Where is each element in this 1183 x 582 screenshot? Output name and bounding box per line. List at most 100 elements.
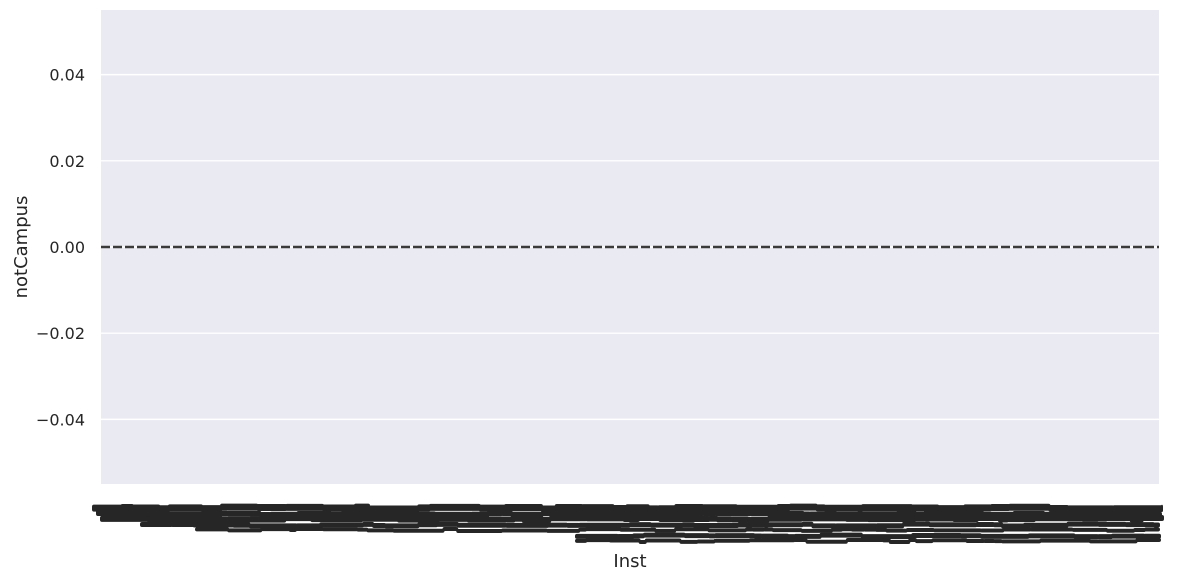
- x-tick-label-smudge: [744, 527, 754, 532]
- x-tick-label-smudge: [288, 527, 297, 532]
- x-tick-label-smudge: [976, 515, 1000, 522]
- x-tick-label-smudge: [541, 510, 589, 517]
- x-tick-label-smudge: [575, 533, 619, 539]
- x-tick-label-smudge: [1135, 538, 1161, 543]
- x-tick-label-smudge: [937, 505, 966, 513]
- x-tick-label-smudge: [928, 522, 978, 528]
- x-tick-label-smudge: [800, 528, 833, 533]
- x-tick-label-smudge: [1105, 528, 1136, 533]
- x-tick-label-smudge: [372, 522, 387, 528]
- x-tick-label-smudge: [505, 522, 550, 528]
- x-tick-label-smudge: [990, 503, 1011, 511]
- x-tick-label-smudge: [845, 515, 869, 522]
- x-tick-label-smudge: [260, 527, 291, 532]
- x-tick-label-smudge: [321, 527, 359, 532]
- x-tick-label-smudge: [361, 515, 400, 522]
- y-tick-label: −0.04: [36, 410, 85, 429]
- x-tick-label-smudge: [319, 522, 365, 528]
- x-tick-label-smudge: [863, 527, 877, 532]
- x-tick-label-smudge: [456, 528, 503, 533]
- x-tick-label-smudge: [632, 533, 645, 539]
- x-tick-label-smudge: [226, 510, 262, 517]
- x-tick-label-smudge: [140, 522, 173, 528]
- x-tick-label-smudge: [642, 532, 686, 538]
- x-tick-label-smudge: [259, 511, 272, 518]
- x-tick-label-smudge: [470, 511, 490, 518]
- x-tick-label-smudge: [417, 504, 431, 512]
- x-tick-label-smudge: [201, 511, 223, 518]
- x-tick-label-smudge: [285, 503, 325, 511]
- x-tick-label-smudge: [983, 538, 996, 543]
- x-tick-label-smudge: [146, 516, 178, 523]
- x-tick-label-smudge: [1066, 521, 1100, 527]
- x-tick-label-smudge: [466, 516, 516, 523]
- x-tick-label-smudge: [911, 504, 940, 512]
- x-tick-label-smudge: [1143, 533, 1161, 539]
- x-tick-label-smudge: [521, 516, 552, 523]
- x-tick-label-smudge: [1027, 533, 1076, 539]
- x-tick-label-smudge: [874, 527, 888, 532]
- x-tick-label-smudge: [771, 528, 803, 533]
- x-tick-label-smudge: [1002, 527, 1032, 532]
- x-tick-label-smudge: [192, 522, 235, 528]
- x-tick-label-smudge: [716, 516, 733, 523]
- x-tick-label-smudge: [1097, 521, 1127, 527]
- x-tick-label-smudge: [979, 528, 1005, 533]
- x-tick-label-smudge: [284, 515, 313, 522]
- x-tick-label-smudge: [923, 510, 936, 517]
- x-tick-label-smudge: [975, 521, 995, 527]
- x-tick-label-smudge: [850, 527, 866, 532]
- x-tick-label-smudge: [127, 510, 151, 517]
- x-tick-label-smudge: [384, 523, 420, 529]
- x-tick-label-smudge: [366, 528, 395, 533]
- x-tick-label-smudge: [428, 503, 481, 511]
- x-tick-label-smudge: [1066, 505, 1115, 513]
- y-tick-labels: 0.04 0.02 0.00 −0.02 −0.04: [36, 66, 85, 430]
- x-tick-label-smudge: [362, 521, 375, 527]
- x-tick-label-smudge: [819, 532, 863, 538]
- x-tick-label-smudge: [875, 523, 905, 529]
- x-tick-label-smudge: [585, 515, 625, 522]
- x-tick-label-smudge: [748, 538, 796, 543]
- x-tick-label-smudge: [417, 522, 439, 528]
- x-tick-label-smudge: [979, 533, 1030, 539]
- x-tick-label-smudge: [788, 503, 818, 511]
- x-tick-label-smudge: [674, 503, 704, 511]
- x-tick-label-smudge: [329, 511, 344, 518]
- x-tick-label-smudge: [1110, 533, 1146, 539]
- x-tick-label-smudge: [397, 516, 440, 523]
- x-tick-label-smudge: [1023, 522, 1069, 528]
- x-tick-label-smudge: [923, 515, 955, 522]
- x-tick-label-smudge: [902, 521, 931, 527]
- x-tick-label-smudge: [294, 527, 324, 532]
- x-tick-label-smudge: [1133, 527, 1147, 532]
- x-tick-label-smudge: [776, 503, 791, 511]
- x-tick-label-smudge: [148, 510, 167, 517]
- x-tick-label-smudge: [248, 523, 298, 529]
- x-tick-label-smudge: [1008, 503, 1051, 511]
- x-tick-label-smudge: [622, 516, 640, 523]
- y-tick-label: 0.04: [49, 66, 85, 85]
- x-tick-label-smudge: [997, 516, 1009, 523]
- x-tick-labels: [92, 503, 1164, 544]
- x-tick-label-smudge: [805, 539, 848, 544]
- x-tick-label-smudge: [708, 515, 719, 522]
- x-tick-label-smudge: [749, 510, 777, 517]
- x-tick-label-smudge: [767, 522, 804, 528]
- x-tick-label-smudge: [888, 539, 911, 544]
- x-tick-label-smudge: [914, 515, 926, 522]
- x-tick-label-smudge: [195, 527, 230, 532]
- x-tick-label-smudge: [659, 510, 704, 517]
- x-tick-label-smudge: [612, 505, 628, 513]
- x-tick-label-smudge: [220, 510, 229, 517]
- x-tick-label-smudge: [1000, 539, 1042, 544]
- x-tick-label-smudge: [801, 521, 814, 527]
- x-tick-label-smudge: [1071, 527, 1108, 532]
- x-tick-label-smudge: [693, 522, 740, 528]
- x-tick-label-smudge: [1088, 539, 1138, 544]
- x-tick-label-smudge: [92, 504, 123, 512]
- x-tick-label-smudge: [619, 527, 657, 532]
- x-tick-label-smudge: [965, 538, 986, 543]
- x-tick-label-smudge: [760, 533, 790, 539]
